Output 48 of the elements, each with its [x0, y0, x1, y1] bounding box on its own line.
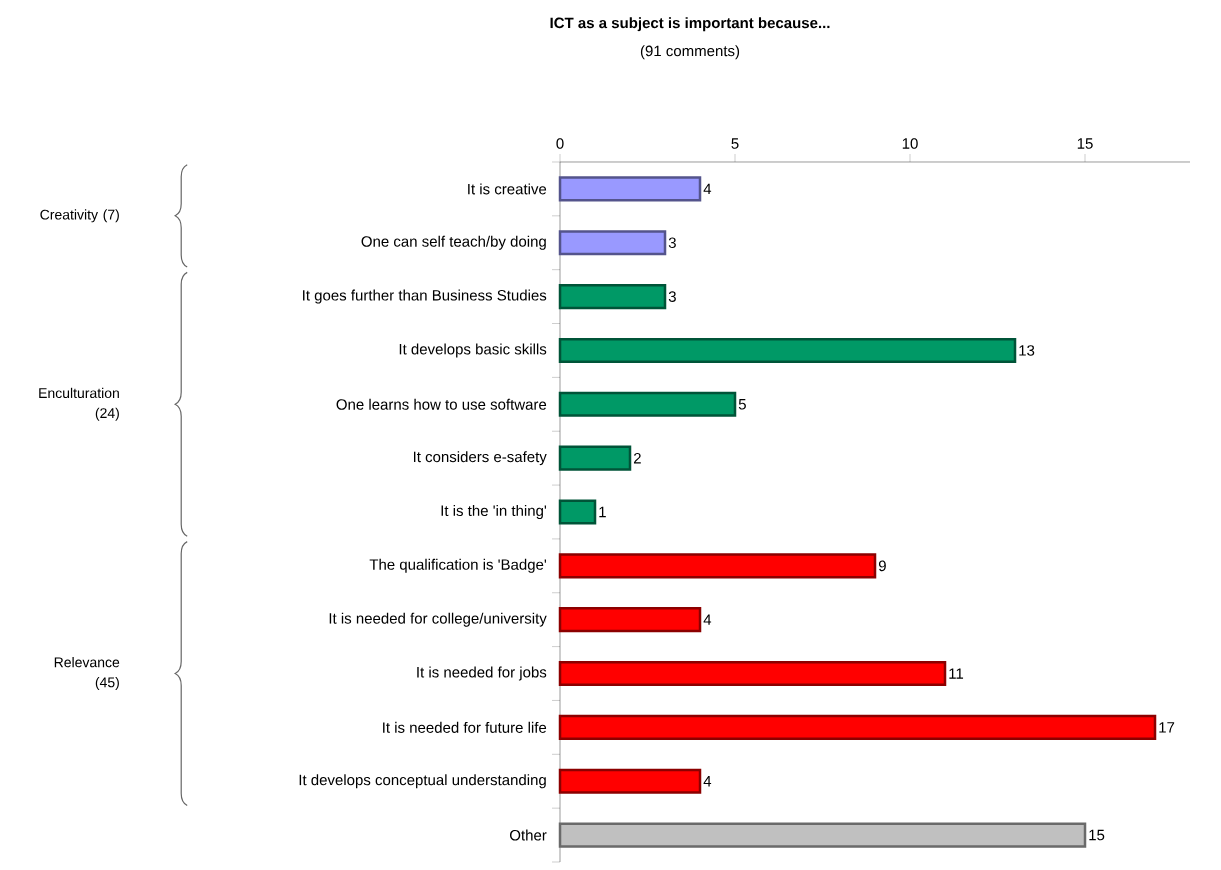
- bar: [558, 391, 737, 417]
- y-tick-label: It is needed for future life: [383, 721, 547, 733]
- bar: [558, 822, 1087, 848]
- x-tick-label: 15: [1077, 138, 1093, 149]
- data-label: 17: [1159, 722, 1175, 733]
- data-label: 15: [1089, 829, 1105, 841]
- y-tick-label: One learns how to use software: [336, 398, 547, 410]
- y-tick-label: It is creative: [468, 183, 547, 195]
- data-label: 4: [703, 614, 712, 625]
- text: Creativity (7): [40, 209, 119, 223]
- data-label: 4: [703, 183, 712, 195]
- x-tick-label: 0: [556, 138, 564, 149]
- y-tick-label: It is needed for college/university: [329, 612, 547, 627]
- bar: [558, 445, 632, 471]
- y-tick-label: It is the 'in thing': [441, 504, 547, 519]
- text: Enculturation (24): [39, 387, 119, 421]
- bar: [558, 768, 702, 794]
- bar: [558, 499, 597, 525]
- bar: [558, 714, 1157, 740]
- data-label: 13: [1019, 345, 1035, 356]
- bar: [558, 176, 702, 202]
- data-label: 2: [633, 452, 641, 464]
- chart-title: ICT as a subject is important because...: [550, 17, 830, 32]
- data-label: 1: [599, 506, 606, 518]
- y-tick-label: It goes further than Business Studies: [303, 289, 547, 304]
- y-tick-label: The qualification is 'Badge': [369, 558, 547, 573]
- data-label: 9: [878, 560, 886, 572]
- data-label: 3: [668, 291, 676, 302]
- x-tick-label: 5: [731, 138, 739, 149]
- data-label: 11: [949, 668, 964, 679]
- chart-subtitle: (91 comments): [640, 45, 740, 60]
- bar: [558, 660, 947, 687]
- y-tick-label: One can self teach/by doing: [361, 235, 546, 250]
- bar: [558, 230, 667, 256]
- y-tick-label: It develops basic skills: [399, 343, 547, 358]
- y-tick-label: It considers e-safety: [413, 451, 547, 466]
- x-tick-label: 10: [902, 138, 918, 149]
- data-label: 3: [668, 237, 676, 249]
- bar: [558, 553, 877, 579]
- data-label: 4: [703, 776, 712, 787]
- data-label: 5: [738, 399, 746, 410]
- bar: [558, 337, 1017, 364]
- y-tick-label: It is needed for jobs: [417, 666, 547, 681]
- y-tick-label: Other: [510, 829, 547, 841]
- bar: [558, 607, 702, 633]
- y-tick-label: It develops conceptual understanding: [299, 774, 546, 789]
- text: Relevance (45): [54, 657, 120, 691]
- bar: [558, 284, 667, 310]
